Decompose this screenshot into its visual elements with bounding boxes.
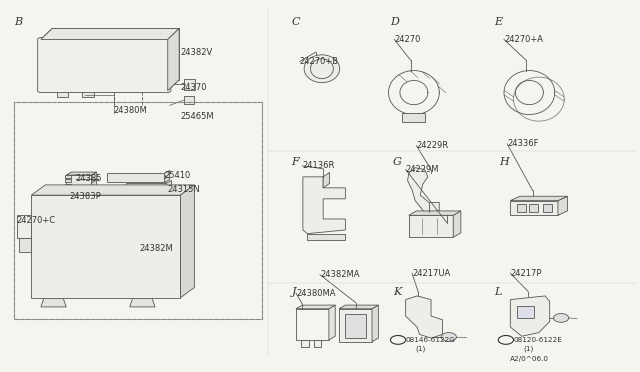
Bar [14, 102, 262, 319]
Text: 25465M: 25465M [180, 112, 214, 121]
Bar [65, 184, 71, 187]
Polygon shape [66, 192, 84, 203]
Bar [529, 204, 538, 212]
Polygon shape [301, 340, 308, 347]
Polygon shape [406, 296, 442, 338]
Text: D: D [390, 17, 399, 28]
Text: 24385: 24385 [76, 174, 102, 183]
FancyBboxPatch shape [38, 38, 171, 93]
Circle shape [441, 333, 456, 341]
Text: A2/0^06.0: A2/0^06.0 [510, 356, 549, 362]
Text: (1): (1) [415, 346, 426, 352]
Text: 24370: 24370 [180, 83, 207, 92]
Text: J: J [291, 287, 296, 297]
Polygon shape [510, 296, 550, 336]
Polygon shape [408, 168, 439, 212]
Text: 08120-6122E: 08120-6122E [513, 337, 563, 343]
Polygon shape [558, 196, 568, 215]
Polygon shape [166, 180, 172, 192]
Polygon shape [307, 234, 346, 240]
Bar [65, 174, 71, 177]
Polygon shape [510, 196, 568, 201]
Text: B: B [503, 336, 509, 344]
Bar [14, 102, 262, 319]
Polygon shape [57, 91, 68, 97]
Polygon shape [168, 28, 179, 91]
Bar [65, 179, 71, 182]
Bar [516, 306, 534, 318]
Bar [184, 96, 194, 104]
Text: B: B [395, 336, 401, 344]
Polygon shape [180, 185, 195, 298]
Polygon shape [323, 173, 330, 188]
Polygon shape [314, 340, 321, 347]
Polygon shape [296, 305, 335, 309]
Polygon shape [82, 91, 93, 97]
Text: C: C [291, 17, 300, 28]
Text: 24270+C: 24270+C [17, 216, 56, 225]
Text: 24229M: 24229M [406, 165, 439, 174]
Text: 24270+A: 24270+A [504, 35, 543, 44]
Polygon shape [41, 28, 179, 39]
Text: 24315N: 24315N [168, 185, 200, 194]
Polygon shape [19, 238, 31, 252]
Text: 24136R: 24136R [302, 161, 335, 170]
Text: 24380MA: 24380MA [296, 289, 335, 298]
Polygon shape [84, 190, 88, 203]
Text: 24217P: 24217P [510, 269, 542, 278]
Polygon shape [339, 309, 372, 342]
Text: 24217UA: 24217UA [412, 269, 451, 278]
Circle shape [390, 336, 406, 344]
Polygon shape [164, 171, 170, 182]
Text: 24383P: 24383P [69, 192, 101, 202]
Polygon shape [303, 177, 346, 234]
Text: 24380M: 24380M [114, 106, 148, 115]
Text: 24382M: 24382M [139, 244, 173, 253]
Polygon shape [409, 211, 461, 215]
Text: 24229R: 24229R [417, 141, 449, 150]
Text: B: B [14, 17, 22, 28]
Text: K: K [393, 287, 401, 297]
Polygon shape [339, 305, 378, 309]
Text: 24382MA: 24382MA [320, 270, 360, 279]
Polygon shape [108, 173, 164, 182]
Polygon shape [409, 215, 453, 237]
Polygon shape [403, 113, 426, 122]
Polygon shape [66, 175, 92, 192]
Polygon shape [372, 305, 378, 342]
Text: 25410: 25410 [164, 170, 191, 180]
Text: H: H [499, 157, 509, 167]
Text: L: L [495, 287, 502, 297]
Text: E: E [495, 17, 502, 28]
Text: 24382V: 24382V [180, 48, 212, 57]
Polygon shape [453, 211, 461, 237]
Polygon shape [92, 172, 97, 192]
Text: F: F [291, 157, 299, 167]
Polygon shape [17, 215, 31, 238]
Polygon shape [329, 305, 335, 340]
Polygon shape [41, 298, 66, 307]
Circle shape [499, 336, 513, 344]
Circle shape [554, 314, 569, 322]
Text: G: G [393, 157, 402, 167]
Polygon shape [510, 201, 558, 215]
Bar [346, 314, 365, 338]
Bar [543, 204, 552, 212]
Text: 24270: 24270 [394, 35, 420, 44]
FancyBboxPatch shape [31, 195, 180, 298]
Text: (1): (1) [523, 346, 533, 352]
Text: 08146-6122G: 08146-6122G [406, 337, 456, 343]
Ellipse shape [304, 55, 340, 83]
Bar [516, 204, 525, 212]
Bar [184, 79, 195, 90]
Text: 24270+B: 24270+B [300, 57, 339, 66]
Polygon shape [127, 183, 166, 192]
Polygon shape [130, 298, 155, 307]
Polygon shape [31, 185, 195, 195]
Text: 24336F: 24336F [507, 140, 539, 148]
Polygon shape [66, 172, 97, 175]
